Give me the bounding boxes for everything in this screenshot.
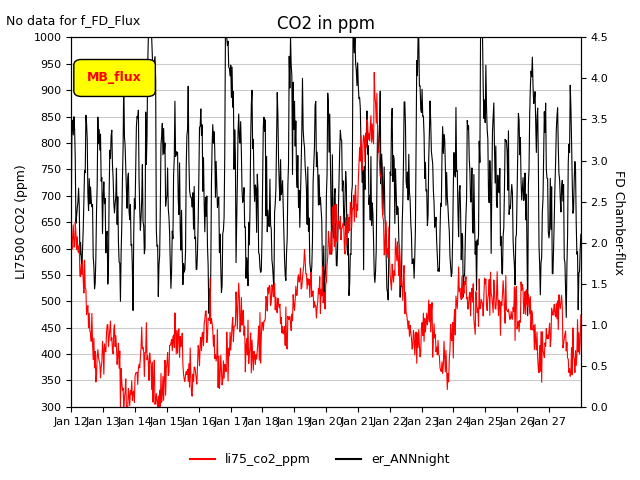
- Text: No data for f_FD_Flux: No data for f_FD_Flux: [6, 14, 141, 27]
- Legend: li75_co2_ppm, er_ANNnight: li75_co2_ppm, er_ANNnight: [186, 448, 454, 471]
- FancyBboxPatch shape: [74, 60, 156, 96]
- Title: CO2 in ppm: CO2 in ppm: [277, 15, 375, 33]
- Y-axis label: FD Chamber-flux: FD Chamber-flux: [612, 169, 625, 275]
- Text: MB_flux: MB_flux: [87, 72, 142, 84]
- Y-axis label: LI7500 CO2 (ppm): LI7500 CO2 (ppm): [15, 165, 28, 279]
